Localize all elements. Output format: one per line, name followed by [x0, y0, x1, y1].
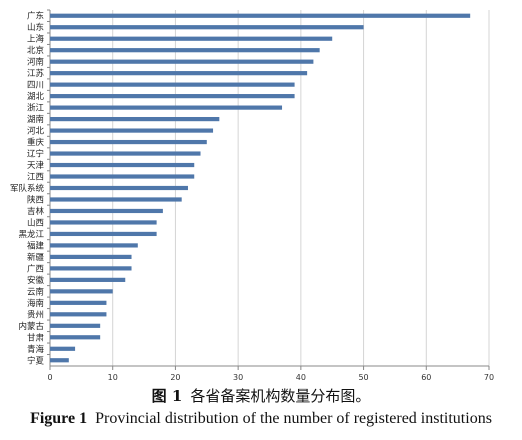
category-label: 云南 — [27, 286, 44, 297]
x-tick-label: 10 — [108, 373, 118, 382]
bar — [50, 220, 157, 225]
bar — [50, 346, 76, 351]
category-label: 四川 — [27, 81, 44, 91]
x-tick-label: 40 — [296, 373, 306, 382]
bar — [50, 231, 157, 237]
figure-label-chinese: 图 1 — [151, 387, 183, 405]
bar — [50, 116, 220, 122]
bar — [50, 323, 101, 328]
bar — [50, 197, 182, 202]
category-label: 甘肃 — [27, 332, 45, 343]
category-label: 新疆 — [27, 252, 45, 263]
bar — [50, 358, 69, 363]
figure-label-english: Figure 1 — [30, 410, 88, 427]
category-label: 青海 — [27, 344, 45, 355]
x-tick-label: 0 — [47, 373, 52, 382]
category-label: 上海 — [27, 34, 45, 45]
category-label: 江苏 — [27, 68, 45, 79]
x-tick-label: 60 — [421, 373, 431, 382]
category-label: 吉林 — [27, 206, 45, 217]
bar — [50, 105, 283, 110]
category-label: 湖北 — [27, 92, 45, 102]
category-label: 福建 — [27, 240, 45, 251]
bar — [50, 185, 188, 191]
x-tick-label: 70 — [484, 373, 494, 382]
category-label: 内蒙古 — [18, 321, 44, 332]
category-label: 北京 — [27, 45, 44, 56]
bar — [50, 335, 101, 340]
bar — [50, 139, 207, 145]
bar — [50, 48, 320, 53]
bar — [50, 254, 132, 260]
category-label: 重庆 — [27, 137, 45, 148]
bar — [50, 243, 138, 248]
bar — [50, 162, 195, 168]
bar — [50, 25, 364, 30]
category-label: 陕西 — [27, 194, 44, 205]
category-label: 宁夏 — [27, 355, 45, 366]
category-label: 海南 — [27, 298, 44, 309]
x-tick-label: 20 — [170, 373, 180, 382]
category-label: 贵州 — [27, 309, 44, 320]
bar — [50, 174, 195, 179]
bar — [50, 128, 214, 133]
bar — [50, 36, 333, 41]
bar — [50, 277, 126, 282]
category-label: 浙江 — [27, 103, 45, 114]
bar — [50, 289, 113, 294]
bar — [50, 266, 132, 271]
x-tick-label: 50 — [358, 373, 368, 382]
category-label: 军队系统 — [10, 183, 45, 194]
bar — [50, 82, 295, 87]
bar — [50, 300, 107, 305]
figure-caption-chinese: 图 1 各省备案机构数量分布图。 — [0, 385, 522, 406]
bar — [50, 151, 201, 156]
bar — [50, 312, 107, 317]
category-label: 山西 — [27, 217, 44, 228]
category-label: 安徽 — [27, 275, 45, 286]
category-label: 江西 — [27, 173, 44, 183]
category-label: 辽宁 — [27, 149, 44, 160]
category-label: 河南 — [27, 57, 44, 68]
caption-text-chinese: 各省备案机构数量分布图。 — [190, 387, 371, 405]
category-label: 山东 — [27, 22, 44, 33]
figure-caption-english: Figure 1 Provincial distribution of the … — [0, 410, 522, 428]
bar — [50, 208, 163, 214]
x-tick-label: 30 — [233, 373, 243, 382]
bar-chart: 0 10 20 30 40 50 60 70 广东山东上海北京河南江苏四川湖北浙江湖南河北重庆辽… — [10, 9, 494, 382]
bar — [50, 94, 295, 99]
category-label: 黑龙江 — [18, 229, 44, 240]
bar — [50, 59, 314, 64]
category-label: 湖南 — [27, 114, 44, 125]
caption-text-english: Provincial distribution of the number of… — [95, 410, 492, 427]
bar — [50, 13, 471, 18]
category-label: 广东 — [27, 11, 44, 22]
category-label: 广西 — [27, 263, 44, 274]
category-label: 河北 — [27, 126, 45, 137]
category-label: 天津 — [27, 160, 45, 171]
bar — [50, 71, 308, 76]
